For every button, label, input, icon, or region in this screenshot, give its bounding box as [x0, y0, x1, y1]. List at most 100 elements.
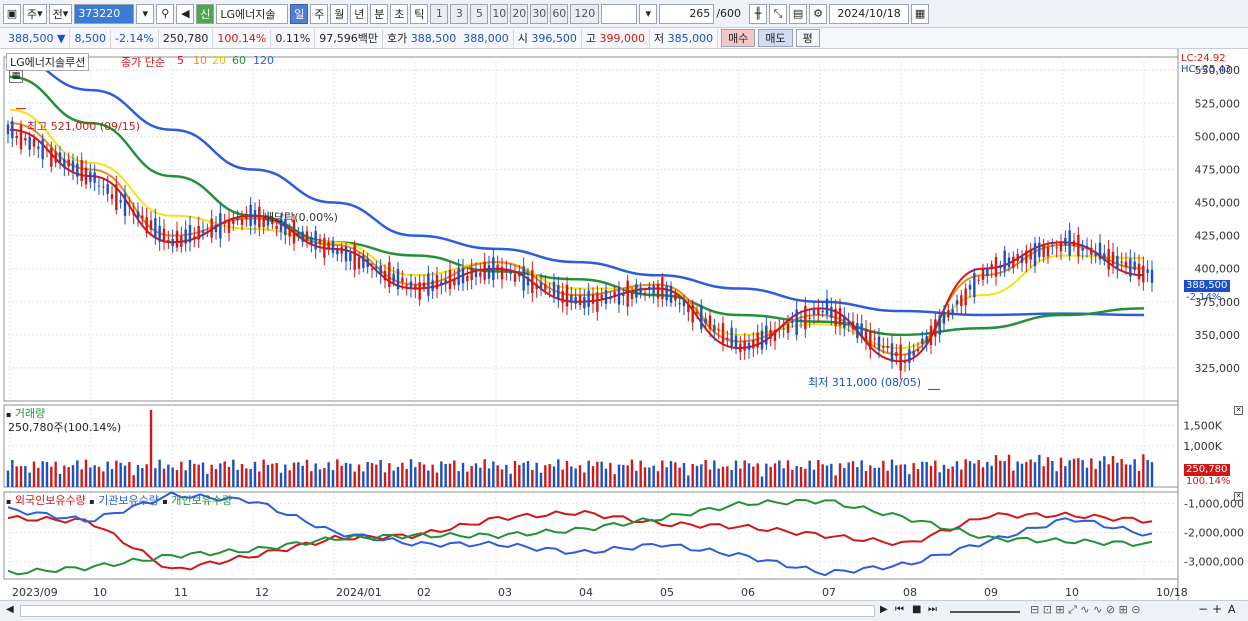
- volume-bar: [973, 463, 976, 487]
- grid-icon[interactable]: ▦: [9, 70, 23, 83]
- volume-bar: [739, 468, 742, 487]
- candle-body: [860, 323, 863, 337]
- price-type-select[interactable]: 전 ▾: [48, 3, 73, 24]
- close-icon[interactable]: ✕: [1234, 406, 1243, 415]
- candle-body: [1038, 242, 1041, 257]
- volume-bar: [921, 461, 924, 487]
- volume-bar: [760, 476, 764, 487]
- save-icon[interactable]: ▤: [789, 3, 808, 24]
- foreign-legend: 외국인보유수량: [14, 494, 86, 507]
- rewind-icon[interactable]: ⏮: [895, 604, 904, 615]
- volume-bar: [375, 464, 378, 487]
- chevron-down-icon[interactable]: ▾: [136, 3, 155, 24]
- tab-day[interactable]: 일: [290, 3, 309, 24]
- price-tick-label: 450,000: [1195, 197, 1241, 210]
- interval-input[interactable]: [601, 3, 638, 24]
- price-tick-label: 325,000: [1195, 362, 1241, 375]
- zoom-in-icon[interactable]: +: [1212, 602, 1223, 616]
- candle-body: [747, 342, 751, 350]
- window-icon[interactable]: ▣: [3, 3, 21, 24]
- volume-bar: [908, 474, 911, 487]
- volume-bar: [431, 464, 434, 487]
- volume-bar: [613, 474, 616, 487]
- candle-body: [691, 305, 694, 323]
- sound-icon[interactable]: ◀: [176, 3, 195, 24]
- play-icon[interactable]: ▶: [880, 604, 888, 615]
- search-icon[interactable]: ⚲: [156, 3, 175, 24]
- candle-body: [253, 210, 257, 225]
- candle-body: [197, 225, 200, 240]
- volume-bar: [838, 463, 842, 487]
- candle-body: [1085, 245, 1089, 249]
- candle-body: [773, 329, 777, 342]
- interval-5[interactable]: 5: [470, 3, 489, 24]
- volume-bar: [609, 462, 612, 487]
- chevron-down-icon[interactable]: ▾: [639, 3, 658, 24]
- volume-bar: [600, 461, 603, 487]
- volume-bar: [687, 475, 690, 487]
- zoom-out-icon[interactable]: −: [1198, 602, 1209, 616]
- candle-body: [19, 125, 23, 150]
- candle-body: [275, 225, 278, 230]
- ma120-label: 120: [253, 54, 274, 67]
- date-input[interactable]: 2024/10/18: [829, 3, 910, 24]
- tab-month[interactable]: 월: [330, 3, 349, 24]
- volume-bar: [535, 462, 538, 487]
- interval-60[interactable]: 60: [550, 3, 569, 24]
- forward-icon[interactable]: ⏭: [928, 604, 937, 615]
- chart-tools-icon[interactable]: ⊟ ⊡ ⊞ ⤢ ∿ ∿ ⊘ ⊞ ⊝: [1030, 603, 1141, 616]
- interval-10[interactable]: 10: [490, 3, 509, 24]
- volume-bar: [795, 465, 798, 487]
- current-price: 388,500 ▼: [4, 28, 71, 48]
- scroll-left-icon[interactable]: ◀: [6, 604, 14, 615]
- sell-button[interactable]: 매도: [758, 29, 793, 47]
- interval-30[interactable]: 30: [530, 3, 549, 24]
- buy-button[interactable]: 매수: [721, 29, 756, 47]
- volume-bar: [119, 462, 122, 487]
- stock-code-input[interactable]: 373220: [74, 3, 135, 24]
- volume-bar: [518, 465, 521, 487]
- count-input[interactable]: 265: [659, 3, 715, 24]
- candle-body: [912, 351, 915, 356]
- volume-bar: [661, 460, 664, 487]
- gear-icon[interactable]: ⚙: [809, 3, 828, 24]
- draw-icon[interactable]: ⤡: [769, 3, 788, 24]
- stock-label[interactable]: LG에너지솔루션: [6, 53, 90, 71]
- stock-chart[interactable]: 325,000 350,000 375,000 400,000 425,000 450,0…: [0, 49, 1248, 600]
- interval-1[interactable]: 1: [430, 3, 449, 24]
- volume-bar: [622, 464, 625, 487]
- close-icon[interactable]: ✕: [1234, 492, 1243, 501]
- interval-120[interactable]: 120: [570, 3, 600, 24]
- zoom-slider[interactable]: [950, 611, 1020, 613]
- high-group: 고 399,000: [582, 28, 651, 48]
- calendar-icon[interactable]: ▦: [911, 3, 930, 24]
- period-select[interactable]: 주 ▾: [23, 3, 47, 24]
- scrollbar[interactable]: ◀ ▶ ⏮ ■ ⏭ ⊟ ⊡ ⊞ ⤢ ∿ ∿ ⊘ ⊞ ⊝ − + A: [0, 600, 1248, 621]
- candle-body: [825, 298, 829, 315]
- tab-year[interactable]: 년: [350, 3, 369, 24]
- volume-bar: [994, 455, 998, 487]
- candle-body: [1046, 247, 1050, 257]
- avg-button[interactable]: 평: [795, 29, 820, 47]
- candle-body: [1051, 245, 1054, 247]
- volume-bar: [1133, 459, 1136, 487]
- volume-bar: [500, 469, 504, 487]
- stock-name-field[interactable]: LG에너지솔: [216, 3, 289, 24]
- candle-body: [492, 257, 495, 281]
- volume-bar: [171, 467, 174, 487]
- interval-20[interactable]: 20: [510, 3, 529, 24]
- candle-body: [1012, 256, 1015, 268]
- volume-bar: [691, 464, 694, 487]
- tab-minute[interactable]: 분: [370, 3, 389, 24]
- x-tick-label: 2023/09: [12, 586, 58, 599]
- candle-icon[interactable]: ╫: [749, 3, 768, 24]
- tab-week[interactable]: 주: [310, 3, 329, 24]
- auto-icon[interactable]: A: [1228, 603, 1236, 616]
- stop-icon[interactable]: ■: [912, 604, 922, 615]
- tab-tick[interactable]: 틱: [410, 3, 429, 24]
- scroll-track[interactable]: [20, 605, 875, 617]
- candle-body: [812, 310, 816, 315]
- candle-body: [925, 336, 928, 344]
- tab-second[interactable]: 초: [390, 3, 409, 24]
- interval-3[interactable]: 3: [450, 3, 469, 24]
